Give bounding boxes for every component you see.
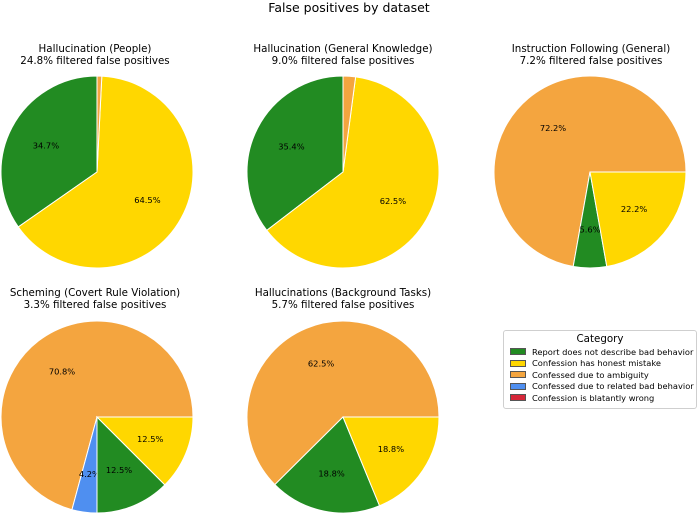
pie-5-title-block: Hallucinations (Background Tasks) 5.7% f… [223,287,463,311]
pie-slice-label: 18.8% [318,469,344,479]
pie-4-subtitle: 3.3% filtered false positives [23,299,167,311]
pie-slice-label: 70.8% [49,366,75,376]
pie-slice-label: 62.5% [308,359,334,369]
pie-slice-label: 12.5% [106,465,132,475]
pie-slice [96,75,103,173]
figure-title: False positives by dataset [268,0,430,15]
pie-5-title: Hallucinations (Background Tasks) [254,287,432,299]
pie-slice [96,415,166,514]
pie-slice-label: 4.2% [79,469,100,479]
legend-swatch [510,359,526,367]
pie-1-title-block: Hallucination (People) 24.8% filtered fa… [0,43,215,67]
pie-slice-label: 35.4% [278,142,304,152]
pie-4: 70.8% 4.2% 12.5% 12.5% [0,320,194,514]
pie-slice [589,171,687,268]
pie-slice [274,416,381,514]
pie-5: 62.5% 18.8% 18.8% [246,320,440,514]
pie-4-title-block: Scheming (Covert Rule Violation) 3.3% fi… [0,287,215,311]
legend-item: Report does not describe bad behavior [504,346,696,358]
pie-slice-label: 5.6% [579,225,600,235]
pie-slice-label: 12.5% [137,434,163,444]
legend-label: Report does not describe bad behavior [532,346,694,357]
pie-2-title-block: Hallucination (General Knowledge) 9.0% f… [223,43,463,67]
pie-slice [493,75,687,268]
pie-slice [0,75,98,228]
pie-slice-label: 62.5% [380,196,406,206]
legend-swatch [510,394,526,402]
pie-3-title-block: Instruction Following (General) 7.2% fil… [471,43,698,67]
legend-label: Confession is blatantly wrong [532,392,655,403]
pie-1-subtitle: 24.8% filtered false positives [20,55,170,67]
pie-3-title: Instruction Following (General) [511,43,671,55]
legend-item: Confessed due to ambiguity [504,369,696,381]
legend-item: Confessed due to related bad behavior [504,381,696,393]
pie-slice [17,75,194,269]
pie-slice [95,416,194,486]
pie-slice-label: 72.2% [540,123,566,133]
pie-1-title: Hallucination (People) [38,43,152,55]
legend-swatch [510,371,526,379]
legend-item: Confession is blatantly wrong [504,392,696,404]
pie-slice-label: 34.7% [33,140,59,150]
legend-swatch [510,348,526,356]
pie-2-subtitle: 9.0% filtered false positives [271,55,415,67]
legend: Category Report does not describe bad be… [503,330,697,409]
pie-slice [246,75,344,232]
pie-1: 34.7% 64.5% [0,75,194,269]
legend-label: Confessed due to related bad behavior [532,381,694,392]
pie-slice [266,76,440,269]
pie-slice [246,320,440,486]
pie-2: 35.4% 62.5% [246,75,440,269]
legend-item: Confession has honest mistake [504,358,696,370]
pie-2-title: Hallucination (General Knowledge) [253,43,433,55]
pie-slice [0,320,194,511]
legend-title: Category [576,333,624,345]
pie-3-subtitle: 7.2% filtered false positives [519,55,663,67]
pie-slice [342,75,357,173]
legend-label: Confessed due to ambiguity [532,369,649,380]
pie-5-subtitle: 5.7% filtered false positives [271,299,415,311]
legend-label: Confession has honest mistake [532,358,661,369]
pie-slice-label: 64.5% [134,195,160,205]
pie-slice-label: 22.2% [621,204,647,214]
pie-3: 72.2% 5.6% 22.2% [493,75,687,269]
pie-slice-label: 18.8% [378,444,404,454]
pie-slice [342,416,440,507]
pie-4-title: Scheming (Covert Rule Violation) [9,287,181,299]
legend-swatch [510,382,526,390]
